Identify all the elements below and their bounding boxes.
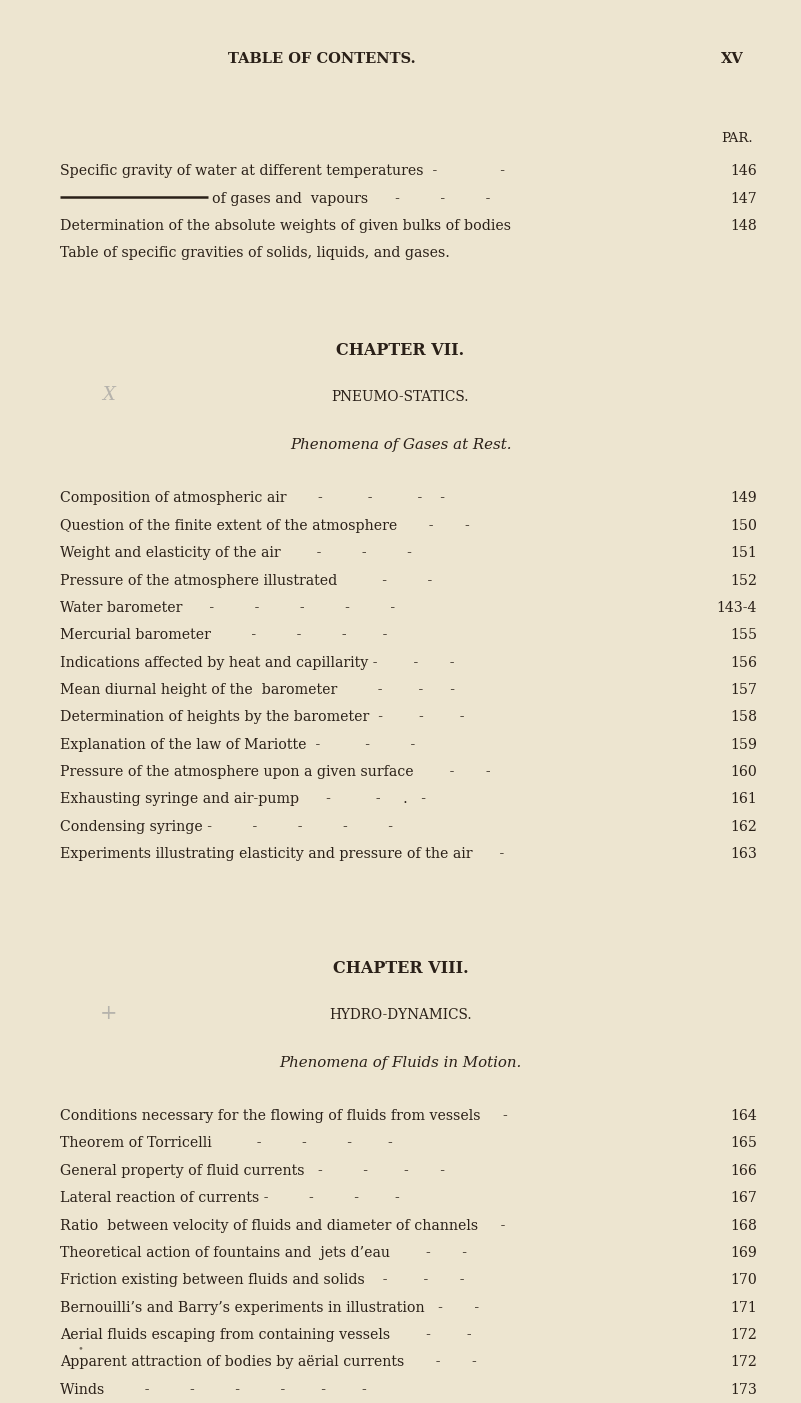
- Text: Winds         -         -         -         -        -        -: Winds - - - - - -: [60, 1382, 367, 1396]
- Text: General property of fluid currents   -         -        -       -: General property of fluid currents - - -…: [60, 1163, 445, 1177]
- Text: 163: 163: [730, 847, 757, 861]
- Text: Mercurial barometer         -         -         -        -: Mercurial barometer - - - -: [60, 629, 388, 643]
- Text: 173: 173: [730, 1382, 757, 1396]
- Text: Exhausting syringe and air-pump      -          -     .   -: Exhausting syringe and air-pump - - . -: [60, 793, 426, 807]
- Text: Pressure of the atmosphere upon a given surface        -       -: Pressure of the atmosphere upon a given …: [60, 765, 491, 779]
- Text: of gases and  vapours      -         -         -: of gases and vapours - - -: [212, 191, 491, 205]
- Text: 159: 159: [730, 738, 757, 752]
- Text: 172: 172: [730, 1327, 757, 1341]
- Text: 149: 149: [731, 491, 757, 505]
- Text: Explanation of the law of Mariotte  -          -         -: Explanation of the law of Mariotte - - -: [60, 738, 416, 752]
- Text: 166: 166: [730, 1163, 757, 1177]
- Text: Water barometer      -         -         -         -         -: Water barometer - - - - -: [60, 600, 395, 615]
- Text: Question of the finite extent of the atmosphere       -       -: Question of the finite extent of the atm…: [60, 519, 470, 533]
- Text: 150: 150: [730, 519, 757, 533]
- Text: Phenomena of Gases at Rest.: Phenomena of Gases at Rest.: [290, 438, 511, 452]
- Text: 161: 161: [731, 793, 757, 807]
- Text: 158: 158: [730, 710, 757, 724]
- Text: 151: 151: [730, 546, 757, 560]
- Text: Ratio  between velocity of fluids and diameter of channels     -: Ratio between velocity of fluids and dia…: [60, 1218, 505, 1232]
- Text: PNEUMO-STATICS.: PNEUMO-STATICS.: [332, 390, 469, 404]
- Text: Theorem of Torricelli          -         -         -        -: Theorem of Torricelli - - - -: [60, 1136, 392, 1150]
- Text: Composition of atmospheric air       -          -          -    -: Composition of atmospheric air - - - -: [60, 491, 445, 505]
- Text: CHAPTER VII.: CHAPTER VII.: [336, 342, 465, 359]
- Text: 160: 160: [730, 765, 757, 779]
- Text: Lateral reaction of currents -         -         -        -: Lateral reaction of currents - - - -: [60, 1191, 400, 1205]
- Text: Bernouilli’s and Barry’s experiments in illustration   -       -: Bernouilli’s and Barry’s experiments in …: [60, 1301, 479, 1315]
- Text: PAR.: PAR.: [722, 132, 753, 145]
- Text: 152: 152: [730, 574, 757, 588]
- Text: 168: 168: [730, 1218, 757, 1232]
- Text: Conditions necessary for the flowing of fluids from vessels     -: Conditions necessary for the flowing of …: [60, 1108, 508, 1122]
- Text: •: •: [77, 1344, 83, 1352]
- Text: Condensing syringe -         -         -         -         -: Condensing syringe - - - - -: [60, 819, 393, 833]
- Text: HYDRO-DYNAMICS.: HYDRO-DYNAMICS.: [329, 1007, 472, 1021]
- Text: 156: 156: [730, 655, 757, 669]
- Text: Theoretical action of fountains and  jets d’eau        -       -: Theoretical action of fountains and jets…: [60, 1246, 467, 1260]
- Text: Apparent attraction of bodies by aërial currents       -       -: Apparent attraction of bodies by aërial …: [60, 1355, 477, 1369]
- Text: 157: 157: [730, 683, 757, 697]
- Text: +: +: [99, 1003, 117, 1023]
- Text: Friction existing between fluids and solids    -        -       -: Friction existing between fluids and sol…: [60, 1273, 465, 1287]
- Text: 170: 170: [730, 1273, 757, 1287]
- Text: Mean diurnal height of the  barometer         -        -      -: Mean diurnal height of the barometer - -…: [60, 683, 455, 697]
- Text: X: X: [102, 386, 115, 404]
- Text: Table of specific gravities of solids, liquids, and gases.: Table of specific gravities of solids, l…: [60, 246, 450, 260]
- Text: Specific gravity of water at different temperatures  -              -: Specific gravity of water at different t…: [60, 164, 505, 178]
- Text: 169: 169: [730, 1246, 757, 1260]
- Text: Experiments illustrating elasticity and pressure of the air      -: Experiments illustrating elasticity and …: [60, 847, 505, 861]
- Text: Aerial fluids escaping from containing vessels        -        -: Aerial fluids escaping from containing v…: [60, 1327, 472, 1341]
- Text: Pressure of the atmosphere illustrated          -         -: Pressure of the atmosphere illustrated -…: [60, 574, 433, 588]
- Text: 171: 171: [731, 1301, 757, 1315]
- Text: XV: XV: [721, 52, 743, 66]
- Text: CHAPTER VIII.: CHAPTER VIII.: [332, 960, 469, 976]
- Text: Determination of the absolute weights of given bulks of bodies: Determination of the absolute weights of…: [60, 219, 511, 233]
- Text: Weight and elasticity of the air        -         -         -: Weight and elasticity of the air - - -: [60, 546, 412, 560]
- Text: 147: 147: [731, 191, 757, 205]
- Text: 146: 146: [731, 164, 757, 178]
- Text: 164: 164: [731, 1108, 757, 1122]
- Text: Phenomena of Fluids in Motion.: Phenomena of Fluids in Motion.: [280, 1055, 521, 1069]
- Text: 162: 162: [730, 819, 757, 833]
- Text: 165: 165: [730, 1136, 757, 1150]
- Text: Determination of heights by the barometer  -        -        -: Determination of heights by the baromete…: [60, 710, 465, 724]
- Text: TABLE OF CONTENTS.: TABLE OF CONTENTS.: [228, 52, 416, 66]
- Text: 172: 172: [730, 1355, 757, 1369]
- Text: 143-4: 143-4: [717, 600, 757, 615]
- Text: 155: 155: [730, 629, 757, 643]
- Text: 148: 148: [731, 219, 757, 233]
- Text: 167: 167: [730, 1191, 757, 1205]
- Text: Indications affected by heat and capillarity -        -       -: Indications affected by heat and capilla…: [60, 655, 455, 669]
